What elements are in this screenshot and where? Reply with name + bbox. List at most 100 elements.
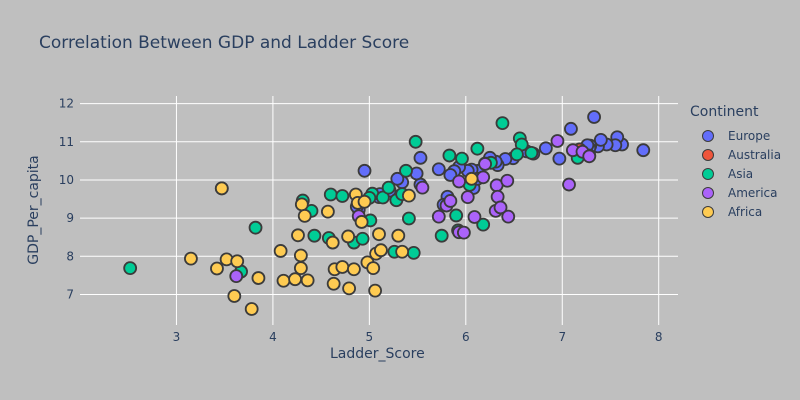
data-point[interactable]: [524, 145, 539, 160]
data-point[interactable]: [460, 190, 475, 205]
data-point[interactable]: [587, 110, 601, 124]
data-point[interactable]: [210, 261, 224, 276]
data-point[interactable]: [357, 194, 372, 209]
legend-swatch-america: [702, 186, 714, 199]
data-point[interactable]: [391, 228, 406, 243]
data-point[interactable]: [342, 281, 357, 296]
legend-label-africa: Africa: [728, 204, 763, 219]
data-point[interactable]: [500, 173, 515, 188]
data-point[interactable]: [390, 171, 405, 186]
data-point[interactable]: [335, 189, 350, 203]
data-point[interactable]: [564, 121, 578, 136]
series-america: [229, 134, 597, 284]
data-point[interactable]: [593, 132, 608, 147]
data-point[interactable]: [375, 190, 390, 205]
data-point[interactable]: [455, 151, 469, 166]
x-tick-label: 4: [269, 330, 277, 344]
data-point[interactable]: [381, 180, 396, 195]
data-point[interactable]: [395, 244, 410, 259]
data-point[interactable]: [273, 244, 288, 258]
data-point[interactable]: [368, 283, 383, 298]
series-africa: [184, 171, 479, 316]
data-point[interactable]: [449, 208, 464, 223]
data-point[interactable]: [467, 210, 482, 224]
data-point[interactable]: [401, 211, 416, 226]
data-point[interactable]: [415, 180, 430, 195]
x-tick-label: 5: [366, 330, 374, 344]
data-point[interactable]: [251, 271, 266, 285]
data-point[interactable]: [320, 204, 335, 219]
data-point[interactable]: [123, 261, 138, 276]
data-point[interactable]: [297, 208, 312, 223]
legend-label-asia: Asia: [728, 166, 754, 181]
data-point[interactable]: [478, 157, 492, 171]
x-tick-label: 7: [558, 330, 566, 344]
data-point[interactable]: [355, 231, 370, 246]
legend-item-asia[interactable]: Asia: [690, 164, 800, 183]
data-point[interactable]: [495, 116, 510, 130]
data-point[interactable]: [434, 228, 449, 243]
legend-swatch-europe: [702, 129, 714, 142]
data-point[interactable]: [372, 227, 386, 242]
data-point[interactable]: [354, 215, 369, 229]
legend-item-africa[interactable]: Africa: [690, 202, 800, 221]
data-point[interactable]: [510, 147, 524, 162]
data-point[interactable]: [456, 225, 471, 240]
legend-item-europe[interactable]: Europe: [690, 126, 800, 145]
data-point[interactable]: [248, 220, 263, 235]
data-point[interactable]: [230, 254, 245, 269]
data-point[interactable]: [244, 302, 259, 316]
data-point[interactable]: [323, 187, 338, 202]
x-tick-label: 3: [173, 330, 181, 344]
data-point[interactable]: [357, 163, 372, 178]
data-point[interactable]: [294, 197, 309, 212]
data-point[interactable]: [552, 151, 567, 166]
data-point[interactable]: [550, 134, 565, 148]
legend-item-australia[interactable]: Australia: [690, 145, 800, 164]
data-point[interactable]: [227, 289, 242, 303]
data-point[interactable]: [476, 217, 491, 232]
data-point[interactable]: [413, 150, 428, 165]
data-point[interactable]: [401, 188, 416, 203]
legend-item-america[interactable]: America: [690, 183, 800, 202]
data-point[interactable]: [288, 272, 302, 287]
data-point[interactable]: [399, 163, 413, 178]
data-point[interactable]: [636, 143, 651, 158]
y-tick-label: 10: [59, 173, 74, 187]
data-point[interactable]: [214, 181, 229, 196]
data-point[interactable]: [291, 228, 305, 243]
data-point[interactable]: [326, 276, 341, 291]
data-point[interactable]: [538, 141, 553, 156]
data-point[interactable]: [501, 209, 516, 224]
data-point[interactable]: [335, 260, 350, 274]
data-point[interactable]: [293, 261, 308, 276]
data-point[interactable]: [493, 200, 508, 215]
data-point[interactable]: [307, 228, 322, 243]
data-point[interactable]: [374, 243, 388, 258]
y-axis-title: GDP_Per_capita: [26, 155, 42, 265]
data-point[interactable]: [325, 235, 340, 250]
data-point[interactable]: [431, 209, 446, 224]
chart-title: Correlation Between GDP and Ladder Score: [39, 33, 410, 53]
data-point[interactable]: [452, 174, 466, 189]
data-point[interactable]: [293, 248, 308, 263]
data-point[interactable]: [347, 262, 361, 277]
data-point[interactable]: [300, 273, 315, 288]
data-point[interactable]: [276, 273, 291, 288]
data-point[interactable]: [341, 229, 356, 244]
data-point[interactable]: [408, 134, 423, 149]
data-point[interactable]: [562, 177, 576, 192]
data-point[interactable]: [442, 148, 457, 163]
data-point[interactable]: [582, 149, 597, 164]
data-point[interactable]: [464, 171, 479, 186]
data-point[interactable]: [366, 261, 381, 276]
data-point[interactable]: [229, 269, 244, 284]
data-point[interactable]: [431, 162, 446, 177]
data-point[interactable]: [406, 245, 421, 260]
data-point[interactable]: [184, 251, 198, 266]
data-point[interactable]: [476, 170, 491, 185]
data-point[interactable]: [443, 194, 458, 208]
data-point[interactable]: [470, 141, 485, 156]
legend-title: Continent: [690, 104, 759, 120]
